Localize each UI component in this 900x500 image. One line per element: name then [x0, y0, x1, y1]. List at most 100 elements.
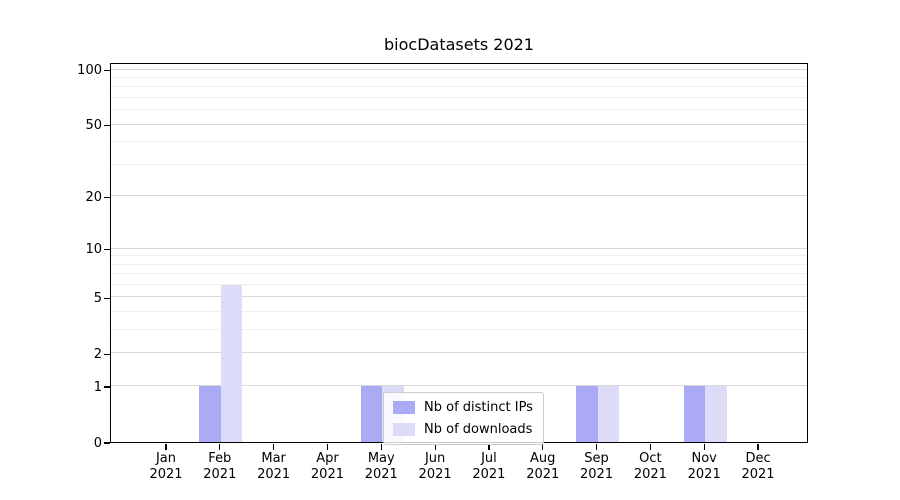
gridline-minor	[111, 255, 807, 257]
gridline-minor	[111, 329, 807, 331]
x-tick-mark	[326, 444, 329, 450]
x-tick-label-line: 2021	[472, 467, 506, 482]
x-tick-label: Oct 2021	[618, 451, 682, 483]
y-tick-mark	[104, 442, 110, 444]
gridline-minor	[111, 97, 807, 99]
x-tick-label: Feb 2021	[188, 451, 252, 483]
y-tick-mark	[104, 386, 110, 388]
gridline-major	[111, 123, 807, 125]
x-tick-label-line: 2021	[580, 467, 614, 482]
x-tick-label-line: Jul	[481, 451, 497, 466]
x-tick-label: Apr 2021	[295, 451, 359, 483]
x-tick-label-line: 2021	[418, 467, 452, 482]
bar-downloads	[220, 285, 243, 442]
x-tick-label-line: Feb	[208, 451, 232, 466]
x-tick-label: Jan 2021	[134, 451, 198, 483]
y-tick-mark	[104, 297, 110, 299]
y-tick-label: 50	[85, 118, 102, 134]
x-tick-label: Jun 2021	[403, 451, 467, 483]
legend-swatch-distinct-ips-icon	[393, 401, 415, 414]
x-tick-label-line: 2021	[310, 467, 344, 482]
y-tick-mark	[104, 196, 110, 198]
y-tick-mark	[104, 125, 110, 127]
gridline-major	[111, 195, 807, 197]
x-tick-label-line: Oct	[639, 451, 662, 466]
x-tick-label-line: 2021	[741, 467, 775, 482]
x-tick-label: May 2021	[349, 451, 413, 483]
x-tick-mark	[542, 444, 544, 450]
legend-item-distinct-ips: Nb of distinct IPs	[393, 400, 533, 415]
legend-label-downloads: Nb of downloads	[424, 422, 533, 437]
x-tick-label-line: Nov	[691, 451, 717, 466]
x-tick-label-line: Mar	[261, 451, 286, 466]
gridline-major	[111, 247, 807, 249]
legend-label-distinct-ips: Nb of distinct IPs	[424, 400, 533, 415]
y-tick-mark	[104, 353, 110, 355]
x-tick-mark	[434, 444, 436, 450]
bar-distinct-ips	[360, 386, 383, 442]
y-tick-label: 100	[77, 63, 102, 79]
x-tick-label-line: 2021	[364, 467, 398, 482]
x-tick-label-line: Dec	[745, 451, 771, 466]
x-tick-label-line: Aug	[530, 451, 556, 466]
x-tick-label-line: 2021	[633, 467, 667, 482]
x-tick-mark	[273, 444, 275, 450]
x-tick-label-line: Apr	[316, 451, 339, 466]
x-tick-mark	[165, 444, 167, 450]
y-tick-label: 20	[85, 189, 102, 205]
legend-item-downloads: Nb of downloads	[393, 422, 533, 437]
x-tick-label-line: 2021	[149, 467, 183, 482]
x-tick-mark	[595, 444, 598, 450]
x-tick-label-line: 2021	[257, 467, 291, 482]
x-tick-mark	[488, 444, 490, 450]
legend: Nb of distinct IPs Nb of downloads	[383, 392, 544, 445]
gridline-minor	[111, 163, 807, 165]
x-tick-mark	[649, 444, 651, 450]
x-tick-label: Nov 2021	[672, 451, 736, 483]
x-tick-mark	[703, 444, 705, 450]
gridline-major	[111, 296, 807, 298]
y-tick-label: 1	[93, 379, 102, 395]
bar-downloads	[705, 386, 727, 442]
y-tick-label: 5	[93, 290, 102, 306]
gridline-minor	[111, 263, 807, 265]
gridline-minor	[111, 284, 807, 285]
x-tick-label: Jul 2021	[457, 451, 521, 483]
x-tick-label: Aug 2021	[511, 451, 575, 483]
y-tick-mark	[104, 248, 110, 251]
gridline-major	[111, 385, 807, 387]
y-tick-label: 10	[85, 242, 102, 258]
x-tick-mark	[757, 444, 759, 450]
gridline-major	[111, 68, 807, 70]
x-tick-mark	[219, 444, 221, 450]
plot-area: Nb of distinct IPs Nb of downloads	[110, 63, 808, 445]
bar-downloads	[597, 386, 620, 442]
gridline-minor	[111, 141, 807, 143]
x-tick-label: Mar 2021	[242, 451, 306, 483]
chart-title: biocDatasets 2021	[384, 35, 534, 54]
x-tick-label-line: 2021	[687, 467, 721, 482]
y-tick-mark	[104, 70, 110, 72]
legend-swatch-downloads-icon	[393, 423, 415, 436]
gridline-minor	[111, 86, 807, 88]
gridline-minor	[111, 311, 807, 313]
x-tick-label-line: Jan	[155, 451, 177, 466]
bar-distinct-ips	[683, 386, 706, 442]
x-tick-label: Dec 2021	[726, 451, 790, 483]
x-tick-mark	[380, 444, 382, 450]
gridline-major	[111, 352, 807, 354]
y-tick-label: 2	[93, 346, 102, 362]
gridline-minor	[111, 109, 807, 111]
gridline-minor	[111, 273, 807, 275]
x-tick-label-line: 2021	[203, 467, 237, 482]
bar-distinct-ips	[199, 386, 221, 442]
x-tick-label-line: Jun	[424, 451, 446, 466]
y-tick-label: 0	[93, 435, 102, 451]
bar-distinct-ips	[576, 386, 598, 442]
x-tick-label-line: Sep	[584, 451, 609, 466]
x-tick-label-line: May	[367, 451, 395, 466]
x-tick-label: Sep 2021	[565, 451, 629, 483]
gridline-minor	[111, 77, 807, 79]
x-tick-label-line: 2021	[526, 467, 560, 482]
